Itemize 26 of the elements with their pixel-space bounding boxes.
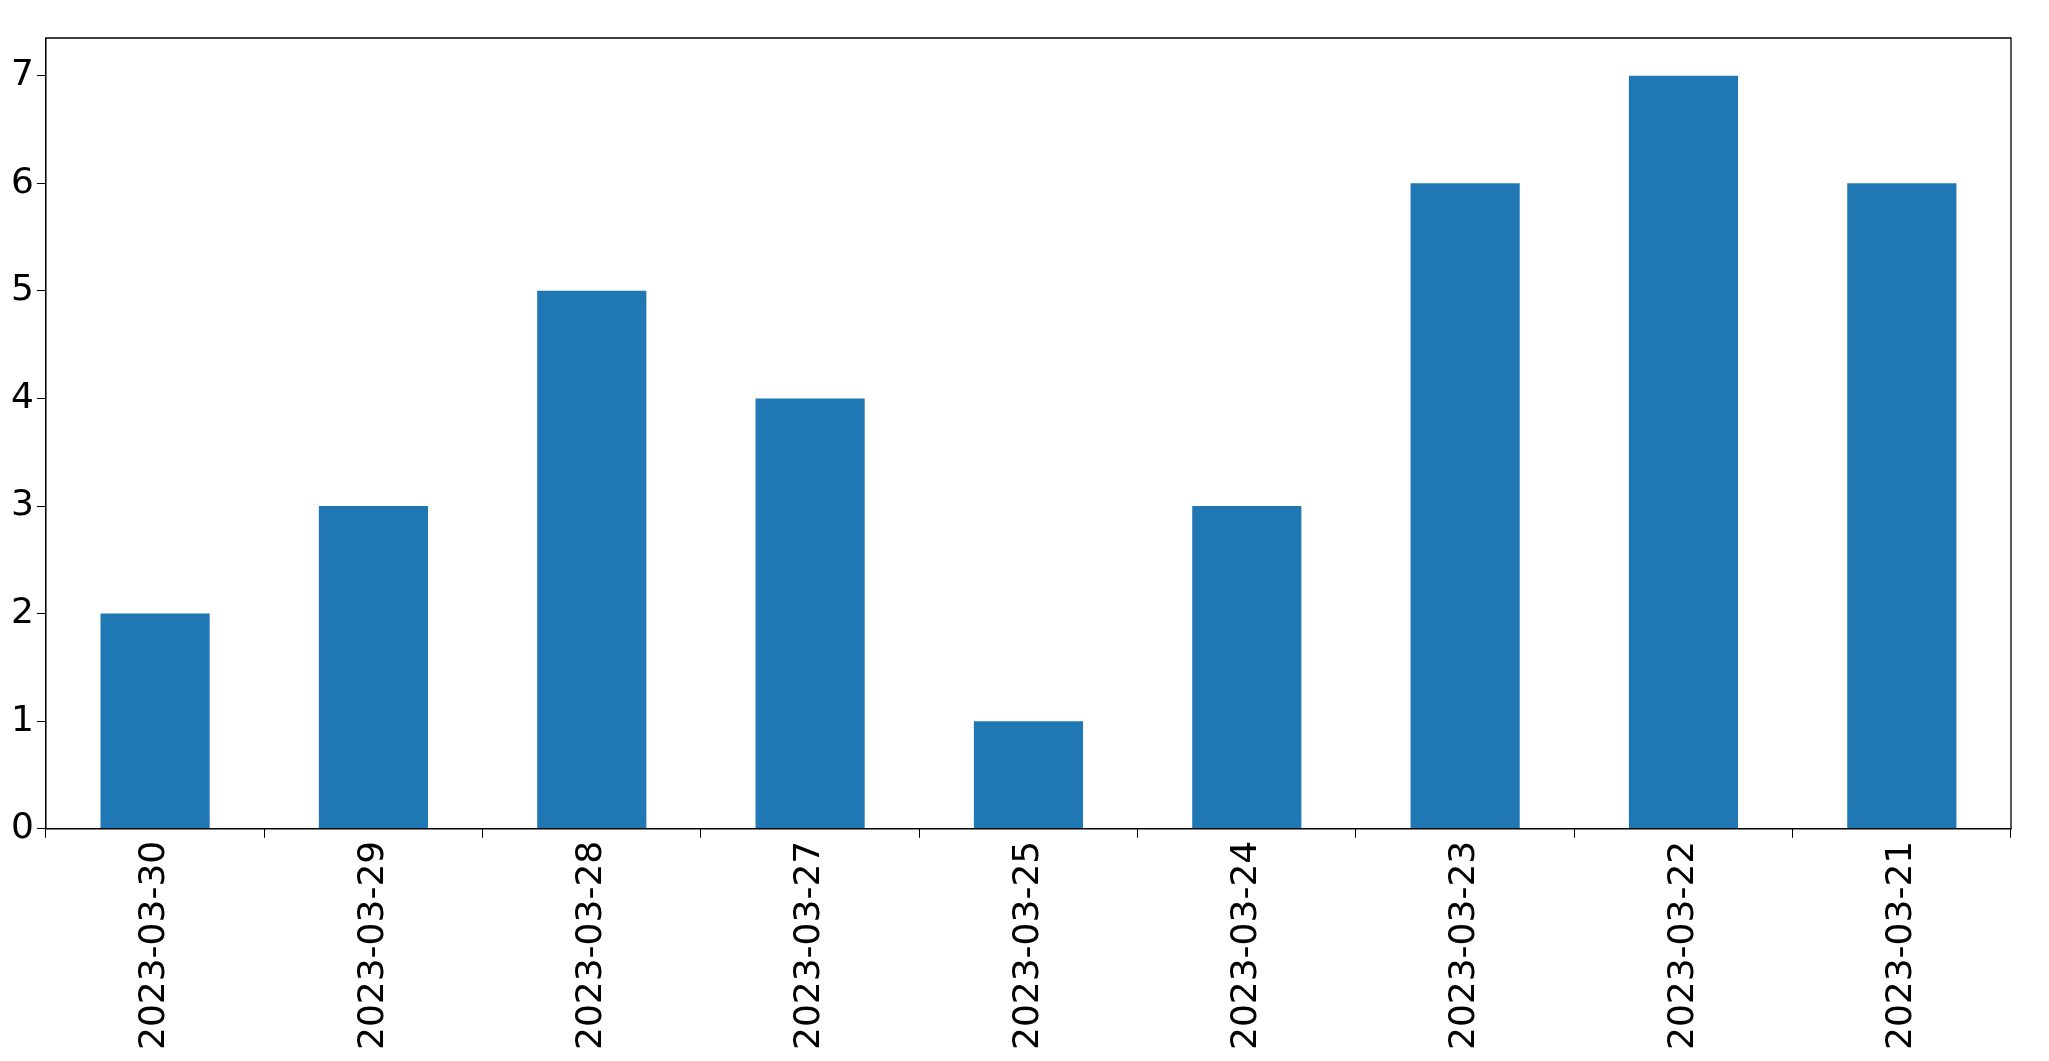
y-tick-label: 3: [11, 482, 34, 524]
x-tick-label: 2023-03-27: [786, 840, 828, 1050]
y-tick-label: 0: [11, 805, 34, 847]
bar: [318, 506, 429, 829]
x-tick-label: 2023-03-23: [1441, 840, 1483, 1050]
y-tick-label: 4: [11, 374, 34, 416]
x-tick-label: 2023-03-29: [349, 840, 391, 1050]
bar: [755, 398, 865, 829]
bar: [1847, 183, 1957, 829]
bar: [100, 613, 210, 829]
bar: [1410, 183, 1520, 829]
y-tick-label: 5: [11, 267, 34, 309]
y-tick-label: 1: [11, 697, 34, 739]
x-tick-label: 2023-03-21: [1878, 840, 1920, 1050]
bar: [537, 290, 647, 829]
x-tick-label: 2023-03-28: [568, 840, 610, 1050]
x-tick-label: 2023-03-24: [1223, 840, 1265, 1050]
bar: [1628, 75, 1739, 829]
y-tick-label: 2: [11, 589, 34, 631]
x-tick-label: 2023-03-25: [1004, 840, 1046, 1050]
x-tick-label: 2023-03-30: [131, 840, 173, 1050]
bar: [1192, 506, 1302, 829]
x-tick-label: 2023-03-22: [1659, 840, 1701, 1050]
y-tick-label: 6: [11, 159, 34, 201]
bar: [973, 721, 1084, 829]
y-tick-label: 7: [11, 52, 34, 94]
